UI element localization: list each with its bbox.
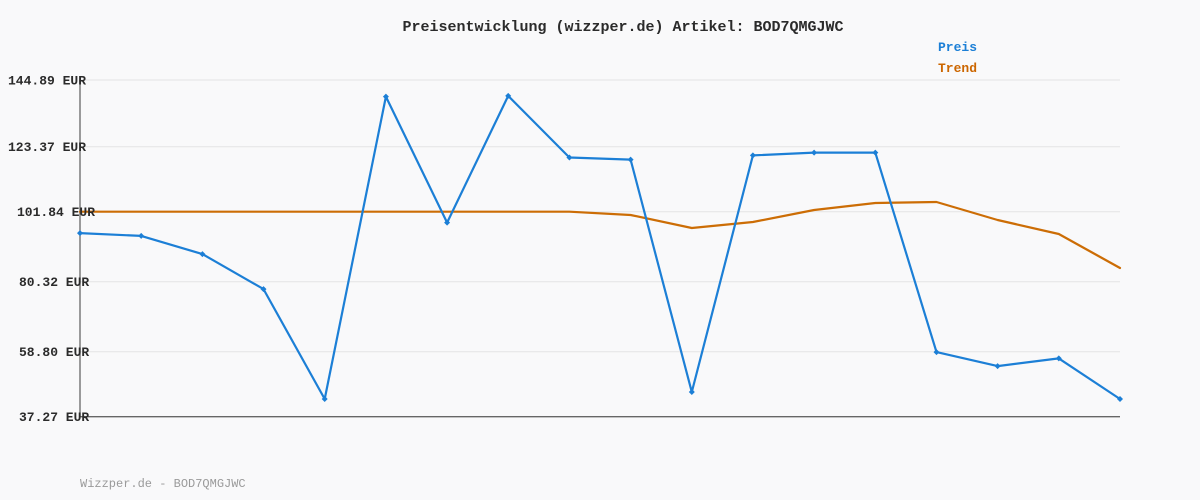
svg-text:80.32 EUR: 80.32 EUR (19, 275, 89, 290)
svg-text:37.27 EUR: 37.27 EUR (19, 410, 89, 425)
svg-text:144.89 EUR: 144.89 EUR (8, 74, 86, 89)
svg-text:101.84 EUR: 101.84 EUR (17, 205, 95, 220)
svg-text:58.80 EUR: 58.80 EUR (19, 345, 89, 360)
svg-text:123.37 EUR: 123.37 EUR (8, 140, 86, 155)
